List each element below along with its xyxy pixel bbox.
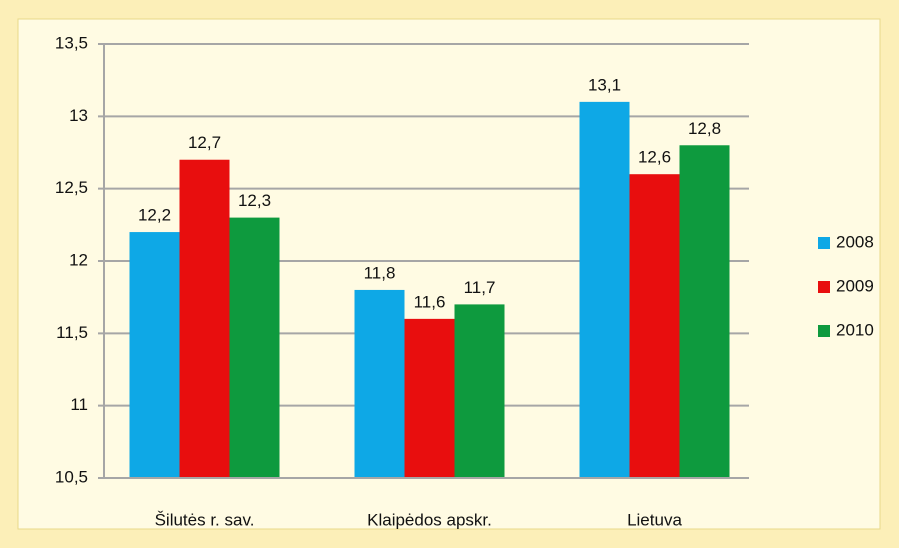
bar xyxy=(629,174,680,478)
value-label: 11,8 xyxy=(364,263,396,282)
legend-swatch xyxy=(818,281,830,293)
bar xyxy=(454,304,505,478)
value-label: 12,6 xyxy=(638,148,671,167)
y-tick-label: 13,5 xyxy=(55,33,88,52)
legend-label: 2008 xyxy=(836,232,874,251)
legend-label: 2010 xyxy=(836,320,874,339)
bar xyxy=(229,217,280,478)
x-tick-label: Šilutės r. sav. xyxy=(155,510,255,529)
value-label: 12,8 xyxy=(688,119,721,138)
bar xyxy=(354,289,405,478)
bar xyxy=(579,101,630,478)
value-label: 12,7 xyxy=(188,133,221,152)
x-tick-label: Klaipėdos apskr. xyxy=(367,510,492,529)
bar xyxy=(679,145,730,478)
bar xyxy=(179,159,230,478)
value-label: 12,2 xyxy=(138,206,171,225)
y-tick-label: 12,5 xyxy=(55,178,88,197)
y-tick-label: 12 xyxy=(69,250,88,269)
legend-swatch xyxy=(818,325,830,337)
y-tick-label: 11 xyxy=(70,395,88,414)
legend-swatch xyxy=(818,237,830,249)
bar xyxy=(129,232,180,478)
y-tick-label: 13 xyxy=(69,106,88,125)
value-label: 12,3 xyxy=(238,191,271,210)
value-label: 11,7 xyxy=(464,278,496,297)
bar xyxy=(404,318,455,478)
x-tick-label: Lietuva xyxy=(627,510,682,529)
value-label: 11,6 xyxy=(414,292,446,311)
y-tick-label: 11,5 xyxy=(56,323,88,342)
legend-label: 2009 xyxy=(836,276,874,295)
value-label: 13,1 xyxy=(588,75,621,94)
y-tick-label: 10,5 xyxy=(55,467,88,486)
